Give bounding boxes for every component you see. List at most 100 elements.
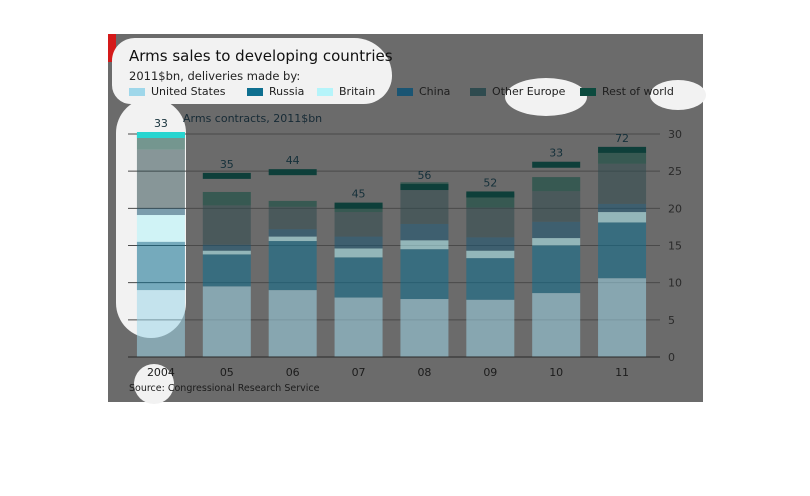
y-tick-label: 5 bbox=[668, 314, 675, 327]
y-tick-label: 30 bbox=[668, 128, 682, 141]
contract-value-label: 35 bbox=[220, 158, 234, 171]
legend: United States Russia Britain China Other… bbox=[129, 85, 699, 99]
bar-segment bbox=[268, 229, 317, 237]
legend-swatch bbox=[129, 87, 145, 96]
bar-segment bbox=[202, 254, 251, 287]
bar-segment bbox=[268, 206, 317, 230]
legend-swatch bbox=[580, 87, 596, 96]
contracts-label: Arms contracts, 2011$bn bbox=[183, 112, 323, 125]
contract-marker bbox=[400, 184, 449, 191]
contract-marker bbox=[202, 172, 251, 179]
bar-segment bbox=[466, 207, 515, 238]
bar-segment bbox=[400, 249, 449, 300]
x-tick-label: 08 bbox=[417, 366, 431, 379]
chart-source: Source: Congressional Research Service bbox=[129, 383, 320, 394]
bar-segment bbox=[268, 290, 317, 357]
bar-segment bbox=[136, 149, 185, 209]
bar-segment bbox=[202, 250, 251, 255]
bar-segment bbox=[334, 297, 383, 357]
x-tick-label: 09 bbox=[483, 366, 497, 379]
bar-segment bbox=[598, 222, 647, 279]
bar-segment bbox=[334, 248, 383, 258]
chart-title: Arms sales to developing countries bbox=[129, 47, 393, 65]
legend-label: Rest of world bbox=[602, 85, 674, 98]
legend-item-other-europe: Other Europe bbox=[470, 85, 565, 98]
y-tick-label: 20 bbox=[668, 202, 682, 215]
contract-value-label: 52 bbox=[483, 176, 497, 189]
x-tick-label: 11 bbox=[615, 366, 629, 379]
bar-segment bbox=[136, 208, 185, 216]
bar-segment bbox=[532, 293, 581, 357]
bar-segment bbox=[334, 236, 383, 249]
contract-value-label: 56 bbox=[417, 169, 431, 182]
bar-segment bbox=[202, 205, 251, 245]
bar-segment bbox=[400, 299, 449, 357]
bar-segment bbox=[268, 241, 317, 291]
bar-segment bbox=[334, 212, 383, 237]
contract-marker bbox=[598, 146, 647, 153]
legend-label: Britain bbox=[339, 85, 376, 98]
x-tick-label: 06 bbox=[286, 366, 300, 379]
bar-segment bbox=[202, 244, 251, 251]
legend-swatch bbox=[397, 87, 413, 96]
bar-segment bbox=[466, 237, 515, 251]
brand-mark bbox=[108, 34, 116, 62]
contract-marker bbox=[532, 161, 581, 168]
contract-marker bbox=[268, 169, 317, 176]
legend-swatch bbox=[317, 87, 333, 96]
y-tick-label: 25 bbox=[668, 165, 682, 178]
highlight-blob bbox=[505, 78, 587, 116]
legend-swatch bbox=[470, 87, 486, 96]
x-tick-label: 05 bbox=[220, 366, 234, 379]
bar-segment bbox=[400, 240, 449, 250]
contract-marker bbox=[334, 202, 383, 209]
bar-segment bbox=[334, 257, 383, 298]
y-tick-label: 0 bbox=[668, 351, 675, 364]
bar-segment bbox=[532, 177, 581, 192]
bar-segment bbox=[400, 189, 449, 224]
legend-label: Other Europe bbox=[492, 85, 566, 98]
bar-segment bbox=[598, 278, 647, 357]
bar-segment bbox=[466, 299, 515, 357]
y-tick-label: 10 bbox=[668, 277, 682, 290]
bar-segment bbox=[466, 258, 515, 300]
legend-label: United States bbox=[151, 85, 226, 98]
legend-item-russia: Russia bbox=[247, 85, 304, 98]
contract-value-label: 33 bbox=[154, 117, 168, 130]
bar-segment bbox=[136, 290, 185, 357]
x-tick-label: 07 bbox=[352, 366, 366, 379]
bar-segment bbox=[136, 241, 185, 291]
contract-value-label: 33 bbox=[549, 147, 563, 160]
bar-segment bbox=[136, 215, 185, 242]
legend-item-britain: Britain bbox=[317, 85, 375, 98]
highlight-blob bbox=[134, 364, 174, 404]
bar-segment bbox=[202, 286, 251, 357]
bar-segment bbox=[268, 236, 317, 242]
bar-segment bbox=[202, 191, 251, 206]
bar-segment bbox=[532, 238, 581, 246]
highlight-blob bbox=[650, 80, 706, 110]
y-tick-label: 15 bbox=[668, 240, 682, 253]
legend-label: China bbox=[419, 85, 451, 98]
bar-segment bbox=[532, 191, 581, 222]
bar-segment bbox=[598, 150, 647, 164]
legend-item-china: China bbox=[397, 85, 450, 98]
bar-segment bbox=[532, 245, 581, 294]
legend-label: Russia bbox=[269, 85, 305, 98]
bar-segment bbox=[466, 250, 515, 259]
contract-marker bbox=[136, 132, 185, 138]
contract-value-label: 44 bbox=[286, 154, 300, 167]
legend-item-united-states: United States bbox=[129, 85, 226, 98]
bar-segment bbox=[268, 200, 317, 207]
bar-segment bbox=[532, 221, 581, 239]
x-tick-label: 10 bbox=[549, 366, 563, 379]
x-tick-label: 2004 bbox=[147, 366, 175, 379]
contract-marker bbox=[466, 191, 515, 198]
contract-value-label: 72 bbox=[615, 132, 629, 145]
legend-item-rest-of-world: Rest of world bbox=[580, 85, 674, 98]
legend-swatch bbox=[247, 87, 263, 96]
chart-subtitle: 2011$bn, deliveries made by: bbox=[129, 69, 301, 83]
bar-segment bbox=[598, 203, 647, 213]
chart-text-layer: Arms sales to developing countries 2011$… bbox=[108, 34, 703, 402]
